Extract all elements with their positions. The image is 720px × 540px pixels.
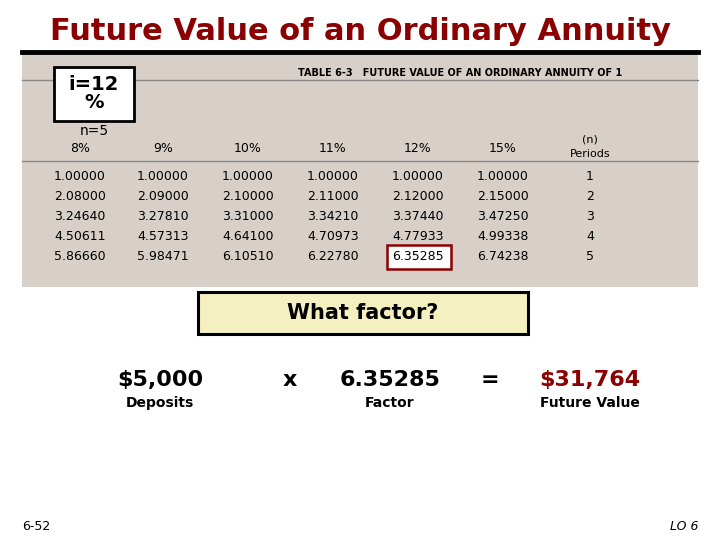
Text: 3.27810: 3.27810 [138, 211, 189, 224]
Text: 1: 1 [586, 171, 594, 184]
Text: 11%: 11% [319, 141, 347, 154]
Text: 1.00000: 1.00000 [392, 171, 444, 184]
Text: 2: 2 [586, 191, 594, 204]
Text: 5: 5 [586, 251, 594, 264]
Text: 1.00000: 1.00000 [54, 171, 106, 184]
Text: 4.57313: 4.57313 [138, 231, 189, 244]
Text: 4.70973: 4.70973 [307, 231, 359, 244]
Text: n=5: n=5 [79, 124, 109, 138]
Text: 8%: 8% [70, 141, 90, 154]
Text: 2.11000: 2.11000 [307, 191, 359, 204]
Text: 3.31000: 3.31000 [222, 211, 274, 224]
FancyBboxPatch shape [387, 245, 451, 269]
Text: 6.10510: 6.10510 [222, 251, 274, 264]
Text: 4.77933: 4.77933 [392, 231, 444, 244]
Text: Future Value: Future Value [540, 396, 640, 410]
Text: 2.12000: 2.12000 [392, 191, 444, 204]
Text: 1.00000: 1.00000 [307, 171, 359, 184]
Text: $5,000: $5,000 [117, 370, 203, 390]
Text: 9%: 9% [153, 141, 173, 154]
Text: 6.74238: 6.74238 [477, 251, 528, 264]
Text: 6.35285: 6.35285 [340, 370, 441, 390]
Text: 6.22780: 6.22780 [307, 251, 359, 264]
Bar [22, 55, 698, 287]
Text: 3.34210: 3.34210 [307, 211, 359, 224]
Text: 3.47250: 3.47250 [477, 211, 528, 224]
Text: 1.00000: 1.00000 [477, 171, 529, 184]
Text: 3.37440: 3.37440 [392, 211, 444, 224]
Text: (n): (n) [582, 135, 598, 145]
Text: %: % [84, 92, 104, 111]
Text: 6-52: 6-52 [22, 519, 50, 532]
Text: What factor?: What factor? [287, 303, 438, 323]
Text: =: = [481, 370, 499, 390]
Text: 3: 3 [586, 211, 594, 224]
Text: LO 6: LO 6 [670, 519, 698, 532]
Text: 5.86660: 5.86660 [54, 251, 106, 264]
Text: 2.15000: 2.15000 [477, 191, 529, 204]
Text: $31,764: $31,764 [539, 370, 641, 390]
Text: 3.24640: 3.24640 [54, 211, 106, 224]
FancyBboxPatch shape [198, 292, 528, 334]
Text: Deposits: Deposits [126, 396, 194, 410]
Text: 4.64100: 4.64100 [222, 231, 274, 244]
Text: Periods: Periods [570, 149, 611, 159]
Text: 4: 4 [586, 231, 594, 244]
Text: 4.50611: 4.50611 [54, 231, 106, 244]
Text: 1.00000: 1.00000 [137, 171, 189, 184]
Text: 15%: 15% [489, 141, 517, 154]
Text: 2.09000: 2.09000 [137, 191, 189, 204]
Text: 12%: 12% [404, 141, 432, 154]
Text: x: x [283, 370, 297, 390]
Text: 2.10000: 2.10000 [222, 191, 274, 204]
Text: 2.08000: 2.08000 [54, 191, 106, 204]
Text: 1.00000: 1.00000 [222, 171, 274, 184]
Text: Factor: Factor [365, 396, 415, 410]
Text: TABLE 6-3   FUTURE VALUE OF AN ORDINARY ANNUITY OF 1: TABLE 6-3 FUTURE VALUE OF AN ORDINARY AN… [298, 68, 622, 78]
Text: i=12: i=12 [69, 75, 120, 93]
FancyBboxPatch shape [54, 67, 134, 121]
Text: 5.98471: 5.98471 [138, 251, 189, 264]
Text: 10%: 10% [234, 141, 262, 154]
Text: 6.35285: 6.35285 [392, 251, 444, 264]
Text: 4.99338: 4.99338 [477, 231, 528, 244]
Text: Future Value of an Ordinary Annuity: Future Value of an Ordinary Annuity [50, 17, 670, 46]
